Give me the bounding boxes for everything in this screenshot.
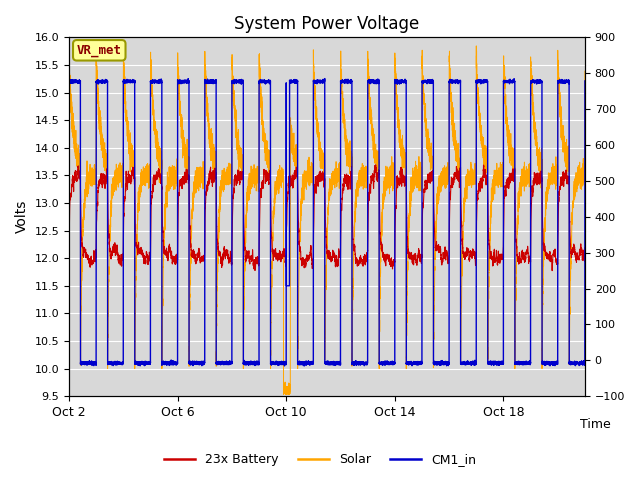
Legend: 23x Battery, Solar, CM1_in: 23x Battery, Solar, CM1_in (159, 448, 481, 471)
Title: System Power Voltage: System Power Voltage (234, 15, 420, 33)
Y-axis label: Volts: Volts (15, 200, 29, 233)
X-axis label: Time: Time (580, 418, 611, 431)
Text: VR_met: VR_met (77, 44, 122, 57)
